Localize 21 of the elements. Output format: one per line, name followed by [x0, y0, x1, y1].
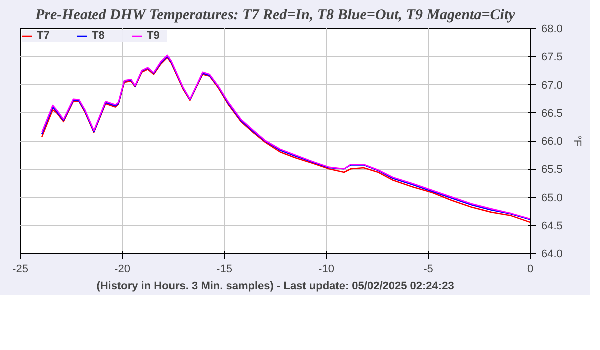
- y-tick-label: 64.0: [542, 248, 563, 260]
- legend-label: T9: [147, 30, 161, 42]
- x-axis-title: (History in Hours. 3 Min. samples) - Last update: 05/02/2025 02:24:23: [96, 280, 454, 292]
- y-tick-label: 67.0: [542, 80, 563, 92]
- x-tick-label: -15: [216, 264, 232, 276]
- y-tick-label: 65.5: [542, 164, 563, 176]
- x-tick-label: -20: [114, 264, 130, 276]
- y-tick-label: 68.0: [542, 24, 563, 36]
- legend-label: T7: [37, 30, 51, 42]
- chart-title: Pre-Heated DHW Temperatures: T7 Red=In, T8 Blue=Out, T9 Magenta=City: [35, 8, 516, 24]
- y-tick-label: 65.0: [542, 192, 563, 204]
- x-tick-label: 0: [527, 264, 534, 276]
- x-tick-label: -25: [12, 264, 28, 276]
- y-tick-label: 66.5: [542, 108, 563, 120]
- legend-label: T8: [92, 30, 106, 42]
- x-tick-label: -5: [424, 264, 434, 276]
- y-axis-title: °F: [570, 135, 583, 147]
- y-tick-label: 67.5: [542, 52, 563, 64]
- y-tick-label: 64.5: [542, 220, 563, 232]
- y-tick-label: 66.0: [542, 136, 563, 148]
- x-tick-label: -10: [318, 264, 334, 276]
